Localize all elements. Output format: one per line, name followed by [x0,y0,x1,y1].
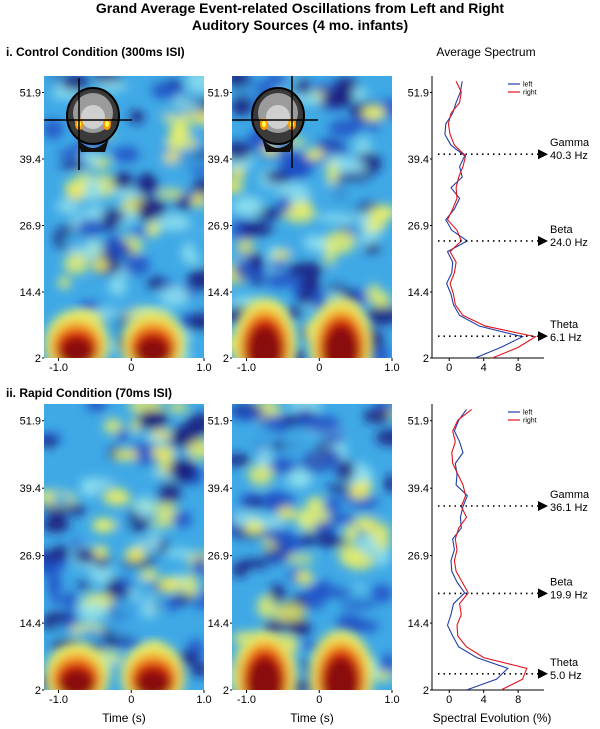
spectrum-line-left [446,409,509,691]
y-tick-label-hm-r1-3: 14.4 [208,618,229,630]
spectrum-x-tick-label-2: 8 [515,694,521,706]
y-tick-label-hm-r1-2: 26.9 [208,551,229,563]
y-tick-label-hm-c0-1: 39.4 [20,154,41,166]
legend-label-right: right [523,418,537,425]
annotation-band-theta: Theta [550,657,579,669]
x-tick-label-hm-r1-2: 1.0 [384,694,399,706]
annotation-value-gamma: 40.3 Hz [550,150,588,162]
spectrum-y-tick-label-4: 2 [423,353,429,365]
condition-title-rapid: ii. Rapid Condition (70ms ISI) [6,386,172,400]
x-tick-label-hm-c0-1: 0 [128,362,134,374]
y-tick-label-hm-r0-3: 14.4 [20,618,41,630]
figure-title-line2: Auditory Sources (4 mo. infants) [192,17,408,33]
y-tick-label-hm-c1-4: 2 [223,353,229,365]
spectrum-line-left [444,81,525,359]
annotation-value-theta: 6.1 Hz [550,332,582,344]
heatmap-texture [44,76,204,358]
x-tick-label-hm-c0-2: 1.0 [196,362,211,374]
spectrum-y-tick-label-3: 14.4 [408,618,429,630]
spectrum-x-axis-title: Spectral Evolution (%) [433,711,552,725]
legend-label-left: left [523,82,532,89]
y-tick-label-hm-r1-4: 2 [223,685,229,697]
spectrum-header: Average Spectrum [436,45,535,59]
annotation-value-beta: 24.0 Hz [550,237,588,249]
spectrum-y-tick-label-0: 51.9 [408,87,429,99]
annotation-arrow-theta [538,668,548,679]
spectrum-x-tick-label-0: 0 [446,694,452,706]
heatmap-rapid-right [232,404,392,690]
spectrum-y-tick-label-3: 14.4 [408,287,429,299]
annotation-arrow-gamma [538,149,548,160]
spectrum-y-tick-label-4: 2 [423,685,429,697]
theta-hotspots [232,298,374,358]
annotation-value-gamma: 36.1 Hz [550,502,588,514]
heatmap-control-right [232,76,392,358]
annotation-band-beta: Beta [550,576,574,588]
spectrum-y-tick-label-2: 26.9 [408,221,429,233]
x-tick-label-hm-c0-0: -1.0 [49,362,68,374]
annotation-value-theta: 5.0 Hz [550,670,582,682]
annotation-arrow-gamma [538,500,548,511]
annotation-band-gamma: Gamma [550,137,590,149]
heatmap-texture [232,76,392,358]
x-tick-label-hm-r0-2: 1.0 [196,694,211,706]
x-axis-title-left: Time (s) [102,711,146,725]
spectrum-y-tick-label-2: 26.9 [408,551,429,563]
figure-title-line1: Grand Average Event-related Oscillations… [96,0,504,16]
brain-inset-left [44,78,132,170]
spectrum-y-tick-label-0: 51.9 [408,416,429,428]
y-tick-label-hm-r0-4: 2 [35,685,41,697]
spectrum-x-tick-label-1: 4 [481,362,487,374]
y-tick-label-hm-r1-1: 39.4 [208,483,229,495]
theta-hotspots [44,642,186,690]
annotation-band-theta: Theta [550,319,579,331]
x-tick-label-hm-c1-2: 1.0 [384,362,399,374]
y-tick-label-hm-c1-0: 51.9 [208,87,229,99]
x-tick-label-hm-c1-1: 0 [316,362,322,374]
spectrum-x-tick-label-1: 4 [481,694,487,706]
legend-label-left: left [523,410,532,417]
spectrum-line-right [451,408,528,691]
y-tick-label-hm-r0-2: 26.9 [20,551,41,563]
y-tick-label-hm-c1-1: 39.4 [208,154,229,166]
x-tick-label-hm-c1-0: -1.0 [237,362,256,374]
y-tick-label-hm-c1-3: 14.4 [208,287,229,299]
y-tick-label-hm-c0-0: 51.9 [20,87,41,99]
theta-hotspots [44,310,186,358]
spectrum-line-right [446,81,537,359]
y-tick-label-hm-c0-3: 14.4 [20,287,41,299]
y-tick-label-hm-c0-4: 2 [35,353,41,365]
spectrum-y-tick-label-1: 39.4 [408,483,429,495]
y-tick-label-hm-c0-2: 26.9 [20,221,41,233]
axes-layer: 51.9 39.4 26.9 14.4 2 -1.0 0 1.0 51.9 39.4 26.9 14.… [20,76,590,706]
heatmap-control-left [44,76,204,358]
x-tick-label-hm-r0-1: 0 [128,694,134,706]
spectrum-y-tick-label-1: 39.4 [408,154,429,166]
annotation-arrow-beta [538,235,548,246]
y-tick-label-hm-r1-0: 51.9 [208,416,229,428]
brain-inset-right [232,76,318,168]
x-tick-label-hm-r1-0: -1.0 [237,694,256,706]
annotation-arrow-beta [538,588,548,599]
y-tick-label-hm-r0-1: 39.4 [20,483,41,495]
y-tick-label-hm-c1-2: 26.9 [208,221,229,233]
annotation-band-beta: Beta [550,224,574,236]
annotation-arrow-theta [538,331,548,342]
condition-title-control: i. Control Condition (300ms ISI) [6,45,185,59]
annotation-band-gamma: Gamma [550,489,590,501]
heatmap-rapid-left [44,404,204,690]
spectrum-x-tick-label-0: 0 [446,362,452,374]
legend-label-right: right [523,90,537,97]
x-tick-label-hm-r0-0: -1.0 [49,694,68,706]
y-tick-label-hm-r0-0: 51.9 [20,416,41,428]
annotation-value-beta: 19.9 Hz [550,589,588,601]
spectrum-x-tick-label-2: 8 [515,362,521,374]
x-tick-label-hm-r1-1: 0 [316,694,322,706]
theta-hotspots [232,630,374,690]
x-axis-title-right: Time (s) [290,711,334,725]
